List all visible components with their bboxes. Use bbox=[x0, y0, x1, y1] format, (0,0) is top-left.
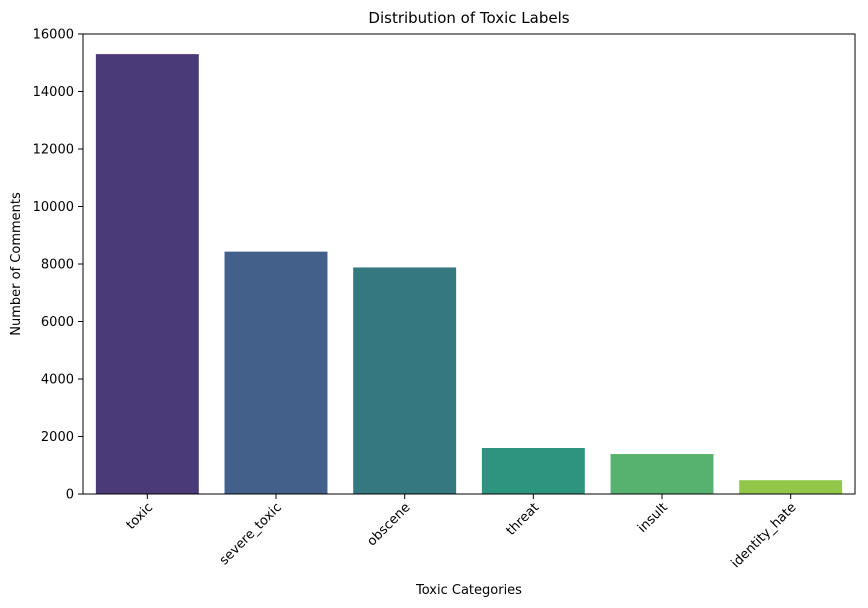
y-tick-label: 8000 bbox=[41, 258, 74, 273]
x-axis-title: Toxic Categories bbox=[415, 583, 522, 598]
y-axis-ticks: 0 2000 4000 6000 8000 10000 12000 14000 16000 bbox=[33, 28, 83, 503]
y-tick-label: 4000 bbox=[41, 373, 74, 388]
y-axis-title: Number of Comments bbox=[9, 192, 24, 336]
y-tick-label: 14000 bbox=[33, 85, 74, 100]
axes-frame bbox=[82, 33, 856, 495]
x-tick-label: severe_toxic bbox=[217, 500, 285, 568]
x-tick-label: toxic bbox=[124, 500, 157, 533]
plot-frame bbox=[82, 33, 856, 495]
bar-identity-hate bbox=[739, 480, 843, 494]
chart-title: Distribution of Toxic Labels bbox=[368, 9, 569, 27]
y-tick-label: 12000 bbox=[33, 143, 74, 158]
y-tick-label: 6000 bbox=[41, 315, 74, 330]
x-tick-label: identity_hate bbox=[728, 500, 799, 571]
bar-threat bbox=[481, 448, 585, 494]
x-tick-label: insult bbox=[635, 500, 671, 536]
bar-toxic bbox=[95, 54, 199, 494]
y-tick-label: 0 bbox=[66, 488, 74, 503]
bars-group bbox=[95, 54, 843, 494]
x-tick-label: obscene bbox=[364, 500, 413, 549]
x-axis-ticks: toxic severe_toxic obscene threat insult iden… bbox=[124, 494, 799, 571]
y-tick-label: 16000 bbox=[33, 28, 74, 43]
bar-obscene bbox=[353, 267, 457, 494]
y-tick-label: 2000 bbox=[41, 430, 74, 445]
y-tick-label: 10000 bbox=[33, 200, 74, 215]
x-tick-label: threat bbox=[504, 500, 543, 539]
bar-severe-toxic bbox=[224, 251, 328, 494]
bar-insult bbox=[610, 454, 714, 494]
